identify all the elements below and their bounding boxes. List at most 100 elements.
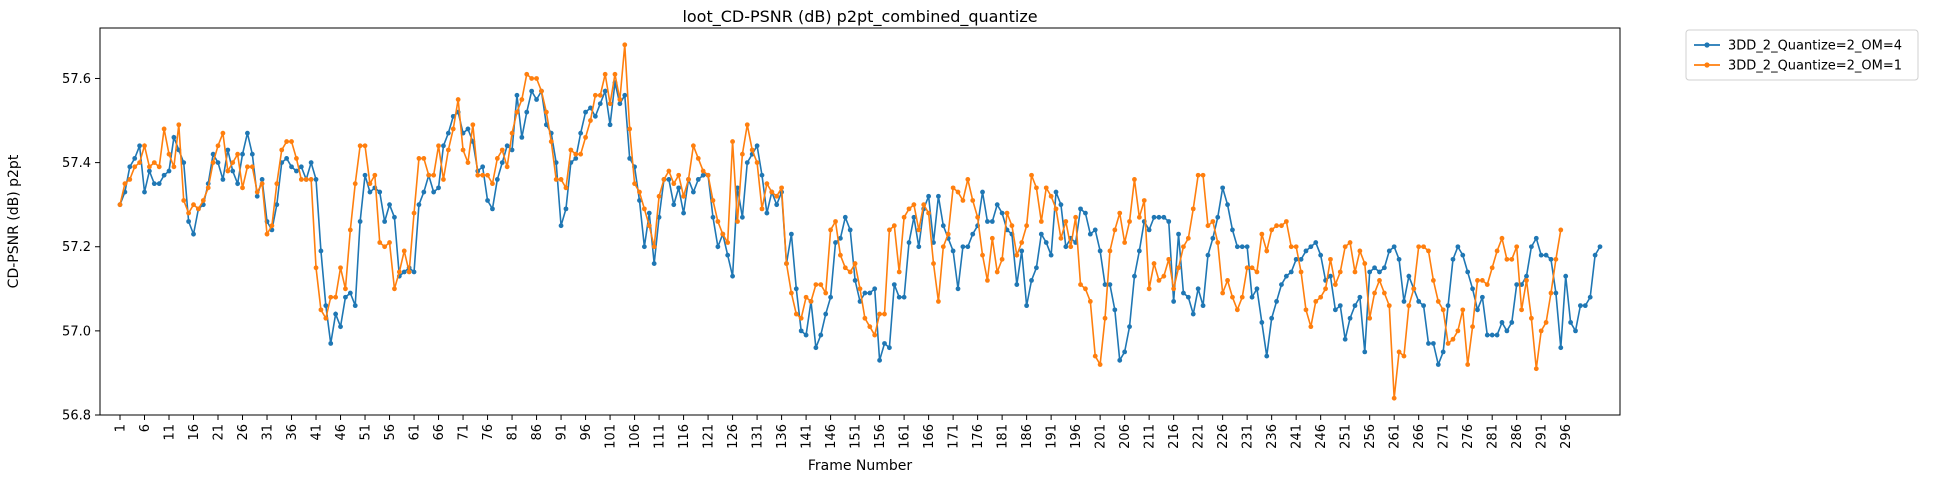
x-tick-label: 106 [628,424,643,449]
data-point [1146,286,1152,292]
data-point [539,88,544,94]
data-point [465,126,471,132]
data-point [230,160,236,166]
data-point [1230,227,1235,233]
data-point [1347,315,1353,321]
x-tick-label: 51 [359,424,374,441]
data-point [249,151,255,157]
data-point [132,164,138,170]
data-point [529,76,535,81]
data-point [1587,294,1593,300]
data-point [220,130,226,136]
data-point [749,147,755,153]
data-point [519,134,525,140]
data-point [989,219,995,224]
data-point [1357,294,1363,300]
data-point [1102,282,1108,287]
data-point [788,231,794,237]
x-tick-label: 276 [1461,424,1476,449]
data-point [1009,223,1015,229]
data-point [318,307,324,313]
data-point [372,172,378,178]
data-point [1127,324,1132,330]
data-point [401,269,407,275]
data-point [637,189,642,195]
data-point [1249,265,1255,271]
data-point [210,160,216,166]
data-point [455,97,461,102]
x-tick-label: 146 [824,424,839,449]
data-point [406,269,412,275]
data-point [607,122,613,128]
data-point [1377,277,1382,283]
data-point [147,164,152,170]
data-point [1455,328,1461,334]
x-tick-label: 1 [114,424,129,432]
data-point [1112,307,1118,313]
data-point [1176,231,1181,237]
data-point [695,177,701,182]
data-point [166,168,172,174]
data-point [431,189,437,195]
data-point [602,71,608,77]
data-point [1352,303,1358,309]
data-point [1151,214,1157,220]
data-point [387,202,392,208]
data-point [1269,315,1275,321]
data-point [1234,244,1240,250]
data-point [1024,223,1030,229]
data-point [793,311,799,317]
x-tick-label: 81 [506,424,521,441]
legend-marker [1704,62,1710,68]
x-tick-label: 86 [530,424,545,441]
x-tick-label: 286 [1510,424,1525,449]
data-point [347,290,353,296]
data-point [568,147,574,153]
x-tick-label: 61 [408,424,423,441]
data-point [1401,353,1407,359]
data-point [1553,256,1559,262]
data-point [602,88,608,94]
data-point [494,177,500,182]
data-point [764,181,770,187]
data-point [529,88,535,94]
data-point [1396,256,1402,262]
data-point [1279,282,1284,287]
data-point [1087,231,1093,237]
data-point [1543,252,1549,258]
data-point [940,244,946,250]
data-point [985,219,990,224]
data-point [470,122,476,128]
data-point [392,286,397,292]
data-point [1509,320,1515,325]
data-point [592,92,598,98]
data-point [490,181,495,187]
data-point [583,109,588,115]
data-point [1303,307,1309,313]
data-point [1043,240,1049,245]
data-point [588,105,593,111]
data-point [122,181,128,187]
data-point [1332,307,1338,313]
data-point [338,265,343,271]
data-point [818,332,824,338]
data-point [1078,282,1083,287]
data-point [362,172,368,178]
data-point [926,193,932,199]
data-point [1269,227,1275,233]
data-point [1440,307,1446,313]
legend-box [1685,29,1919,81]
data-point [1136,214,1142,220]
data-point [137,160,143,166]
data-point [333,294,339,300]
data-point [269,223,275,229]
x-tick-label: 266 [1412,424,1427,449]
data-point [1558,345,1564,351]
data-point [161,172,167,178]
x-tick-label: 41 [310,424,325,441]
data-point [1430,341,1436,346]
data-point [1416,244,1422,250]
data-point [1048,193,1054,199]
data-point [274,202,280,208]
data-point [1524,277,1529,283]
